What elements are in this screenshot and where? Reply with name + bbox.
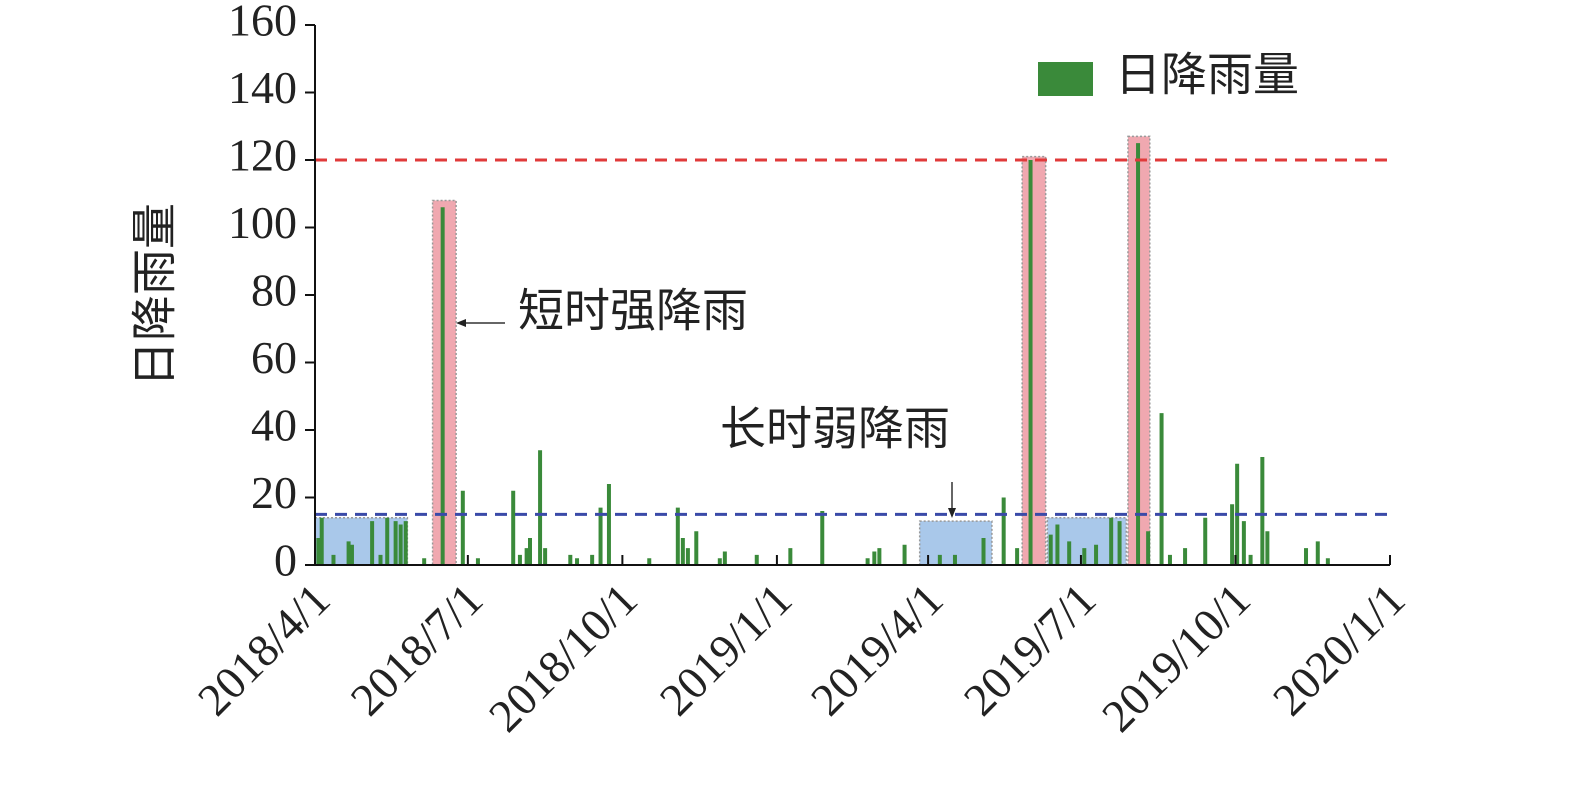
bar xyxy=(398,524,403,565)
y-tick-label: 160 xyxy=(228,0,297,46)
bar xyxy=(717,558,722,565)
x-tick-label: 2018/4/1 xyxy=(188,573,340,725)
bar xyxy=(1159,413,1164,565)
y-tick-label: 140 xyxy=(228,62,297,113)
bar xyxy=(331,554,336,565)
bar xyxy=(1048,534,1053,565)
bar xyxy=(865,558,870,565)
bar xyxy=(403,521,408,565)
bar xyxy=(1117,521,1122,565)
highlight-region xyxy=(314,517,409,566)
bar xyxy=(788,548,793,565)
bar xyxy=(952,554,957,565)
x-tick-label: 2019/10/1 xyxy=(1092,573,1260,741)
bar xyxy=(1265,531,1270,565)
bar xyxy=(1055,524,1060,565)
bar xyxy=(685,548,690,565)
bar xyxy=(1183,548,1188,565)
y-axis-label: 日降雨量 xyxy=(130,203,181,387)
x-tick-label: 2018/10/1 xyxy=(479,573,647,741)
y-tick-label: 120 xyxy=(228,130,297,181)
x-tick-label: 2019/7/1 xyxy=(954,573,1106,725)
bar xyxy=(1136,143,1141,565)
bar xyxy=(1325,558,1330,565)
bar xyxy=(538,450,543,565)
bar xyxy=(606,484,611,565)
arrow-head xyxy=(456,319,466,327)
bar xyxy=(1260,457,1265,565)
bar xyxy=(1001,497,1006,565)
bar xyxy=(440,207,445,565)
bar xyxy=(937,554,942,565)
bar xyxy=(568,554,573,565)
bar xyxy=(1248,554,1253,565)
bar xyxy=(543,548,548,565)
bar xyxy=(319,517,324,565)
x-tick-label: 2019/1/1 xyxy=(650,573,802,725)
bar xyxy=(393,521,398,565)
y-tick-label: 80 xyxy=(251,265,297,316)
legend-label: 日降雨量 xyxy=(1115,50,1299,101)
bar xyxy=(872,551,877,565)
bar xyxy=(1015,548,1020,565)
bar xyxy=(981,538,986,565)
bar xyxy=(902,544,907,565)
bar xyxy=(1230,504,1235,565)
y-tick-label: 0 xyxy=(274,535,297,586)
y-tick-label: 20 xyxy=(251,467,297,518)
bar xyxy=(316,538,321,565)
bar xyxy=(1304,548,1309,565)
bar xyxy=(422,558,427,565)
bar xyxy=(1082,548,1087,565)
bar xyxy=(511,490,516,565)
bar xyxy=(590,554,595,565)
bar xyxy=(722,551,727,565)
bar xyxy=(675,507,680,565)
bar xyxy=(475,558,480,565)
annotation: 长时弱降雨 xyxy=(720,404,950,455)
bar xyxy=(680,538,685,565)
highlight-region xyxy=(1021,155,1047,566)
bar xyxy=(575,558,580,565)
bar xyxy=(754,554,759,565)
bar xyxy=(346,541,351,565)
bar xyxy=(598,507,603,565)
x-tick-label: 2020/1/1 xyxy=(1263,573,1415,725)
bar xyxy=(370,521,375,565)
bar xyxy=(1094,544,1099,565)
bar xyxy=(517,554,522,565)
annotation: 短时强降雨 xyxy=(518,286,748,337)
bar xyxy=(349,544,354,565)
bar xyxy=(877,548,882,565)
bar xyxy=(1167,554,1172,565)
bar xyxy=(1146,531,1151,565)
bar xyxy=(1067,541,1072,565)
bar xyxy=(1241,521,1246,565)
bar xyxy=(524,548,529,565)
bar xyxy=(378,554,383,565)
bar xyxy=(694,531,699,565)
legend-swatch xyxy=(1038,62,1093,96)
bar xyxy=(460,490,465,565)
bar xyxy=(1109,517,1114,565)
y-tick-label: 60 xyxy=(251,332,297,383)
bar xyxy=(1028,160,1033,565)
x-tick-label: 2019/4/1 xyxy=(801,573,953,725)
x-tick-label: 2018/7/1 xyxy=(341,573,493,725)
bar xyxy=(1203,517,1208,565)
bar xyxy=(647,558,652,565)
bar xyxy=(385,517,390,565)
bar xyxy=(1315,541,1320,565)
y-tick-label: 40 xyxy=(251,400,297,451)
bar xyxy=(820,511,825,565)
arrow-head xyxy=(948,508,956,518)
bar xyxy=(528,538,532,565)
y-tick-label: 100 xyxy=(228,197,297,248)
